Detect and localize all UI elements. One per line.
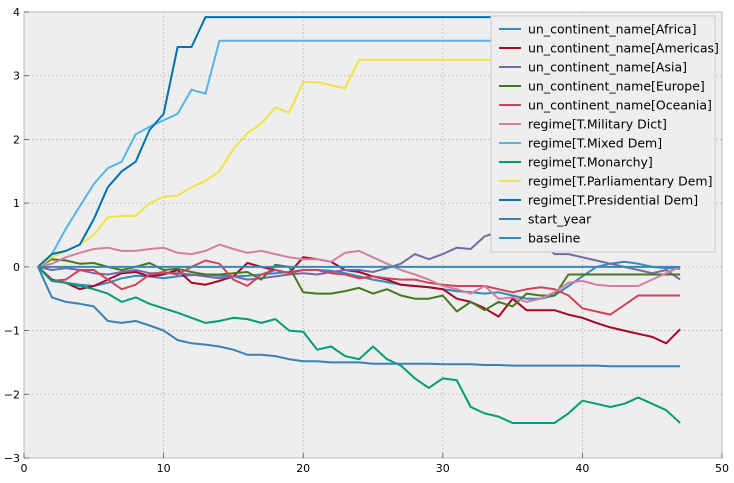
- legend-label: baseline: [528, 231, 581, 246]
- y-tick-label: −2: [4, 388, 20, 401]
- x-axis: 0 10 20 30 40 50: [21, 453, 729, 475]
- legend-label: un_continent_name[Europe]: [528, 79, 705, 94]
- legend-label: regime[T.Monarchy]: [528, 155, 653, 170]
- legend-label: regime[T.Military Dict]: [528, 117, 667, 132]
- y-tick-label: −1: [4, 325, 20, 338]
- x-tick-label: 50: [715, 462, 729, 475]
- x-tick-label: 40: [575, 462, 589, 475]
- x-tick-label: 10: [157, 462, 171, 475]
- series-line: [37, 227, 681, 281]
- x-tick-label: 0: [21, 462, 28, 475]
- series-line: [37, 243, 681, 303]
- y-tick-label: 2: [13, 133, 20, 146]
- y-axis: −3 −2 −1 0 1 2 3 4: [4, 6, 29, 465]
- legend-label: un_continent_name[Americas]: [528, 41, 719, 56]
- y-tick-label: 0: [13, 261, 20, 274]
- y-tick-label: −3: [4, 452, 20, 465]
- legend-box: [490, 15, 716, 253]
- y-tick-label: 3: [13, 70, 20, 83]
- legend: un_continent_name[Africa] un_continent_na…: [490, 15, 719, 253]
- legend-label: start_year: [528, 212, 592, 227]
- y-tick-label: 4: [13, 6, 20, 19]
- x-tick-label: 30: [436, 462, 450, 475]
- legend-label: regime[T.Parliamentary Dem]: [528, 174, 712, 189]
- series-line: [37, 266, 681, 368]
- series-line: [37, 259, 681, 316]
- x-tick-label: 20: [296, 462, 310, 475]
- series-line: [37, 258, 681, 313]
- legend-label: regime[T.Mixed Dem]: [528, 136, 662, 151]
- series-line: [37, 266, 681, 424]
- legend-label: regime[T.Presidential Dem]: [528, 193, 698, 208]
- plot-frame: [23, 11, 723, 459]
- legend-label: un_continent_name[Asia]: [528, 60, 687, 75]
- series-line: [37, 256, 681, 345]
- y-tick-label: 1: [13, 197, 20, 210]
- legend-label: un_continent_name[Oceania]: [528, 98, 712, 113]
- legend-label: un_continent_name[Africa]: [528, 22, 696, 37]
